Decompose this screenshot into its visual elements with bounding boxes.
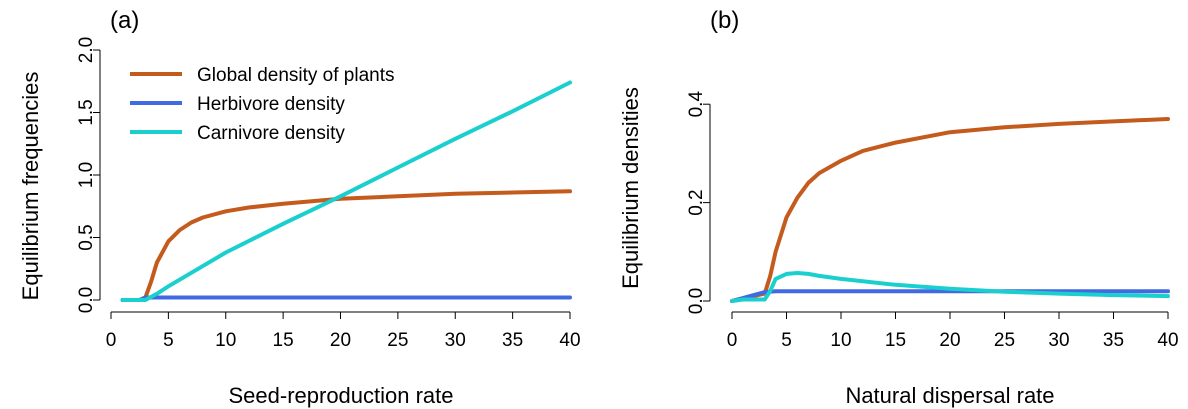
x-tick-label: 15 [885,330,906,351]
x-tick-label: 10 [215,330,236,351]
x-tick-label: 35 [1103,330,1124,351]
legend-label-plants: Global density of plants [197,65,395,86]
series-line-carnivore [120,80,572,302]
x-tick-label: 0 [106,330,117,351]
x-tick-label: 5 [781,330,792,351]
y-tick-label: 0.2 [686,189,707,215]
panel-b-series [730,117,1170,303]
x-tick-label: 5 [163,330,174,351]
x-tick-label: 10 [830,330,851,351]
x-tick-label: 25 [387,330,408,351]
x-tick-label: 40 [1157,330,1178,351]
panel-a-legend: Global density of plants Herbivore densi… [130,65,395,144]
panel-b: (b) 0 5 10 15 20 25 30 35 40 0.0 0.2 0.4 Natural d… [618,7,1179,408]
y-tick-label: 0.0 [686,288,707,314]
y-tick-label: 0.4 [686,91,707,118]
panel-a-x-axis-title: Seed-reproduction rate [228,383,453,408]
x-tick-label: 20 [939,330,960,351]
panel-b-x-ticks: 0 5 10 15 20 25 30 35 40 [727,312,1179,351]
series-line-herbivore [120,295,572,302]
y-tick-label: 2.0 [76,37,97,63]
panel-a: (a) 0 5 10 15 20 25 30 35 40 0.0 0.5 1.0 1.5 2.0 See… [18,7,581,408]
panel-b-y-axis-title: Equilibrium densities [618,87,643,289]
x-tick-label: 0 [727,330,738,351]
series-line-plants [120,189,572,302]
y-tick-label: 1.0 [76,162,97,188]
panel-a-series [120,80,572,302]
panel-a-label: (a) [110,7,139,34]
panel-a-y-ticks: 0.0 0.5 1.0 1.5 2.0 [76,37,100,313]
y-tick-label: 1.5 [76,99,97,125]
x-tick-label: 20 [330,330,351,351]
legend-label-carnivore: Carnivore density [197,123,345,144]
panel-a-y-axis-title: Equilibrium frequencies [18,72,43,301]
legend-label-herbivore: Herbivore density [197,94,345,115]
series-line-carnivore [730,271,1170,303]
panel-b-label: (b) [710,7,739,34]
x-tick-label: 25 [994,330,1015,351]
panel-b-y-ticks: 0.0 0.2 0.4 [686,91,710,314]
panel-a-x-ticks: 0 5 10 15 20 25 30 35 40 [106,312,581,351]
x-tick-label: 40 [559,330,580,351]
y-tick-label: 0.0 [76,287,97,313]
panel-b-x-axis-title: Natural dispersal rate [845,383,1054,408]
y-tick-label: 0.5 [76,224,97,250]
x-tick-label: 30 [1048,330,1069,351]
x-tick-label: 35 [502,330,523,351]
x-tick-label: 15 [273,330,294,351]
x-tick-label: 30 [445,330,466,351]
